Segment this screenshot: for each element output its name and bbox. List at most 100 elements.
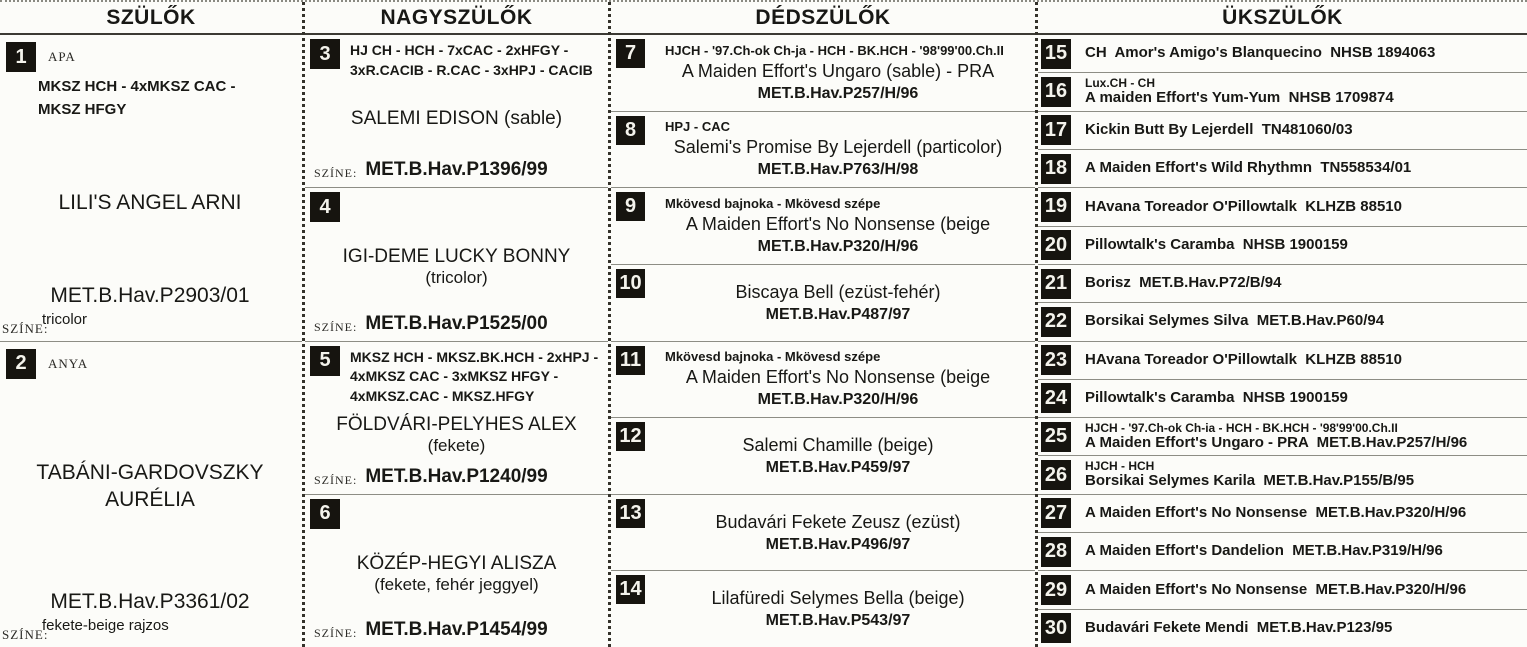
column-header-grandparents: NAGYSZÜLŐK — [305, 2, 608, 35]
spacer — [310, 288, 603, 310]
dog-name: Salemi Chamille (beige) — [742, 434, 934, 455]
column-great-great-grandparents: ÜKSZÜLŐK 15 CH Amor's Amigo's Blanquecino… — [1035, 2, 1527, 647]
dog-name-and-registration: A Maiden Effort's No Nonsense MET.B.Hav.… — [1085, 504, 1467, 521]
pedigree-cell-great-great-grandparent: 15 CH Amor's Amigo's Blanquecino NHSB 189… — [1038, 35, 1527, 74]
dog-name: A Maiden Effort's No Nonsense (beige — [685, 214, 991, 235]
cell-number-badge: 21 — [1041, 268, 1071, 299]
cell-head: 5 MKSZ HCH - MKSZ.BK.HCH - 2xHPJ - 4xMKSZ… — [310, 345, 603, 407]
cell-number-badge: 13 — [616, 498, 645, 528]
cell-bottom: SZÍNE: MET.B.Hav.P1396/99 — [310, 157, 603, 185]
dog-name: LILI'S ANGEL ARNI — [58, 190, 242, 214]
column-cells-grandparents: 3 HJ CH - HCH - 7xCAC - 2xHFGY - 3xR.CACI… — [305, 35, 608, 647]
registration-number: MET.B.Hav.P320/H/96 — [757, 238, 919, 256]
dog-name: SALEMI EDISON (sable) — [350, 107, 563, 129]
cell-number-badge: 4 — [310, 192, 340, 223]
column-great-grandparents: DÉDSZÜLŐK 7 HJCH - '97.Ch-ok Ch-ja - HCH … — [608, 2, 1035, 647]
color-label: SZÍNE: — [2, 320, 49, 336]
registration-number: MET.B.Hav.P543/97 — [765, 612, 911, 630]
pedigree-cell-great-great-grandparent: 29 A Maiden Effort's No Nonsense MET.B.Ha… — [1038, 571, 1527, 610]
dog-name-and-registration: HAvana Toreador O'Pillowtalk KLHZB 88510 — [1085, 197, 1402, 215]
registration-number: MET.B.Hav.P3361/02 — [50, 590, 250, 613]
spacer — [310, 130, 603, 158]
pedigree-cell-grandparent: 3 HJ CH - HCH - 7xCAC - 2xHFGY - 3xR.CACI… — [305, 35, 608, 189]
cell-text: Borsikai Selymes Silva MET.B.Hav.P60/94 — [1085, 313, 1384, 330]
cell-number-badge: 8 — [616, 115, 645, 145]
pedigree-cell-great-great-grandparent: 22 Borsikai Selymes Silva MET.B.Hav.P60/9… — [1038, 303, 1527, 342]
cell-text: HJCH - '97.Ch-ok Ch-ia - HCH - BK.HCH - … — [1085, 420, 1468, 452]
spacer — [310, 531, 603, 553]
pedigree-cell-grandparent: 6 KÖZÉP-HEGYI ALISZA (fekete, fehér jeggye… — [305, 495, 608, 647]
spacer — [6, 121, 294, 189]
pedigree-cell-great-great-grandparent: 26 HJCH - HCH Borsikai Selymes Karila MET.… — [1038, 456, 1527, 495]
registration-number: MET.B.Hav.P2903/01 — [50, 283, 250, 307]
spacer — [310, 456, 603, 464]
dog-name: FÖLDVÁRI-PELYHES ALEX — [336, 414, 577, 436]
dog-titles: MKSZ HCH - MKSZ.BK.HCH - 2xHPJ - 4xMKSZ … — [350, 348, 599, 404]
dog-name: Salemi's Promise By Lejerdell (particolo… — [673, 137, 1003, 158]
pedigree-cell-great-great-grandparent: 19 HAvana Toreador O'Pillowtalk KLHZB 885… — [1038, 188, 1527, 227]
cell-head: 4 — [310, 192, 603, 224]
dog-name: KÖZÉP-HEGYI ALISZA — [356, 552, 557, 574]
registration-number: MET.B.Hav.P1525/00 — [365, 312, 548, 334]
dog-name-and-registration: A Maiden Effort's No Nonsense MET.B.Hav.… — [1085, 580, 1467, 598]
pedigree-cell-great-great-grandparent: 24 Pillowtalk's Caramba NHSB 1900159 — [1038, 380, 1527, 419]
dog-name-and-registration: Pillowtalk's Caramba NHSB 1900159 — [1085, 389, 1348, 407]
pedigree-cell-great-grandparent: 10 Biscaya Bell (ezüst-fehér) MET.B.Hav.P4… — [611, 265, 1035, 342]
registration-number: MET.B.Hav.P320/H/96 — [757, 391, 919, 409]
color-label: SZÍNE: — [314, 626, 358, 640]
dog-name-and-registration: CH Amor's Amigo's Blanquecino NHSB 18940… — [1085, 44, 1436, 62]
column-cells-great-grandparents: 7 HJCH - '97.Ch-ok Ch-ja - HCH - BK.HCH -… — [611, 35, 1035, 647]
color-label: SZÍNE: — [314, 472, 358, 487]
cell-number-badge: 25 — [1041, 421, 1071, 452]
cell-text: CH Amor's Amigo's Blanquecino NHSB 18940… — [1085, 44, 1436, 62]
dog-name-and-registration: Pillowtalk's Caramba NHSB 1900159 — [1085, 235, 1348, 253]
cell-text: Pillowtalk's Caramba NHSB 1900159 — [1085, 389, 1348, 407]
registration-number: MET.B.Hav.P459/97 — [765, 458, 911, 476]
cell-text: HJCH - HCH Borsikai Selymes Karila MET.B.… — [1085, 458, 1414, 490]
pedigree-cell-great-great-grandparent: 27 A Maiden Effort's No Nonsense MET.B.Ha… — [1038, 495, 1527, 534]
role-label: ANYA — [48, 355, 89, 371]
dog-color-note: (tricolor) — [425, 268, 488, 288]
pedigree-cell-parent: 1 APA MKSZ HCH - 4xMKSZ CAC - MKSZ HFGY LIL… — [0, 35, 302, 342]
cell-head: 3 HJ CH - HCH - 7xCAC - 2xHFGY - 3xR.CACI… — [310, 39, 603, 80]
dog-titles: Mkövesd bajnoka - Mkövesd szépe — [665, 196, 881, 212]
cell-bottom: SZÍNE: MET.B.Hav.P1525/00 — [310, 311, 603, 339]
cell-head: 2 ANYA — [6, 347, 294, 383]
cell-number-badge: 3 — [310, 39, 340, 69]
cell-text: Borisz MET.B.Hav.P72/B/94 — [1085, 274, 1282, 292]
spacer — [6, 514, 294, 590]
registration-number: MET.B.Hav.P1454/99 — [365, 619, 548, 640]
pedigree-cell-great-grandparent: 12 Salemi Chamille (beige) MET.B.Hav.P459/… — [611, 418, 1035, 495]
dog-name-and-registration: Budavári Fekete Mendi MET.B.Hav.P123/95 — [1085, 618, 1393, 636]
dog-titles: HJCH - HCH — [1085, 458, 1155, 473]
cell-number-badge: 7 — [616, 39, 645, 68]
spacer — [310, 595, 603, 617]
color-label: SZÍNE: — [2, 627, 49, 642]
column-parents: SZÜLŐK 1 APA MKSZ HCH - 4xMKSZ CAC - MKSZ … — [0, 2, 302, 647]
cell-number-badge: 14 — [616, 575, 645, 605]
cell-number-badge: 17 — [1041, 115, 1071, 146]
pedigree-cell-great-grandparent: 11 Mkövesd bajnoka - Mkövesd szépe A Maide… — [611, 342, 1035, 419]
dog-name: A Maiden Effort's Ungaro (sable) - PRA — [681, 60, 995, 81]
cell-bottom: SZÍNE: MET.B.Hav.P1454/99 — [310, 617, 603, 645]
cell-number-badge: 23 — [1041, 345, 1071, 376]
pedigree-cell-great-grandparent: 8 HPJ - CAC Salemi's Promise By Lejerdell … — [611, 112, 1035, 189]
pedigree-cell-great-grandparent: 14 Lilafüredi Selymes Bella (beige) MET.B.… — [611, 571, 1035, 647]
dog-name: Budavári Fekete Zeusz (ezüst) — [715, 511, 961, 532]
dog-titles: HJ CH - HCH - 7xCAC - 2xHFGY - 3xR.CACIB… — [350, 42, 593, 78]
pedigree-cell-great-great-grandparent: 20 Pillowtalk's Caramba NHSB 1900159 — [1038, 227, 1527, 265]
pedigree-cell-great-great-grandparent: 30 Budavári Fekete Mendi MET.B.Hav.P123/9… — [1038, 610, 1527, 647]
registration-number: MET.B.Hav.P763/H/98 — [757, 161, 919, 179]
dog-name-and-registration: Kickin Butt By Lejerdell TN481060/03 — [1085, 120, 1353, 138]
cell-number-badge: 15 — [1041, 38, 1071, 69]
dog-name-and-registration: Borisz MET.B.Hav.P72/B/94 — [1085, 274, 1282, 292]
dog-titles: HJCH - '97.Ch-ok Ch-ia - HCH - BK.HCH - … — [1085, 420, 1398, 435]
color-value: tricolor — [42, 310, 88, 328]
registration-number: MET.B.Hav.P496/97 — [765, 535, 911, 553]
dog-name-and-registration: A Maiden Effort's Ungaro - PRA MET.B.Hav… — [1085, 434, 1468, 452]
pedigree-cell-parent: 2 ANYA TABÁNI-GARDOVSZKY AURÉLIA MET.B.Hav.… — [0, 342, 302, 647]
cell-number-badge: 22 — [1041, 306, 1071, 337]
cell-number-badge: 28 — [1041, 536, 1071, 567]
pedigree-cell-grandparent: 4 IGI-DEME LUCKY BONNY (tricolor) SZÍNE: MET… — [305, 188, 608, 342]
